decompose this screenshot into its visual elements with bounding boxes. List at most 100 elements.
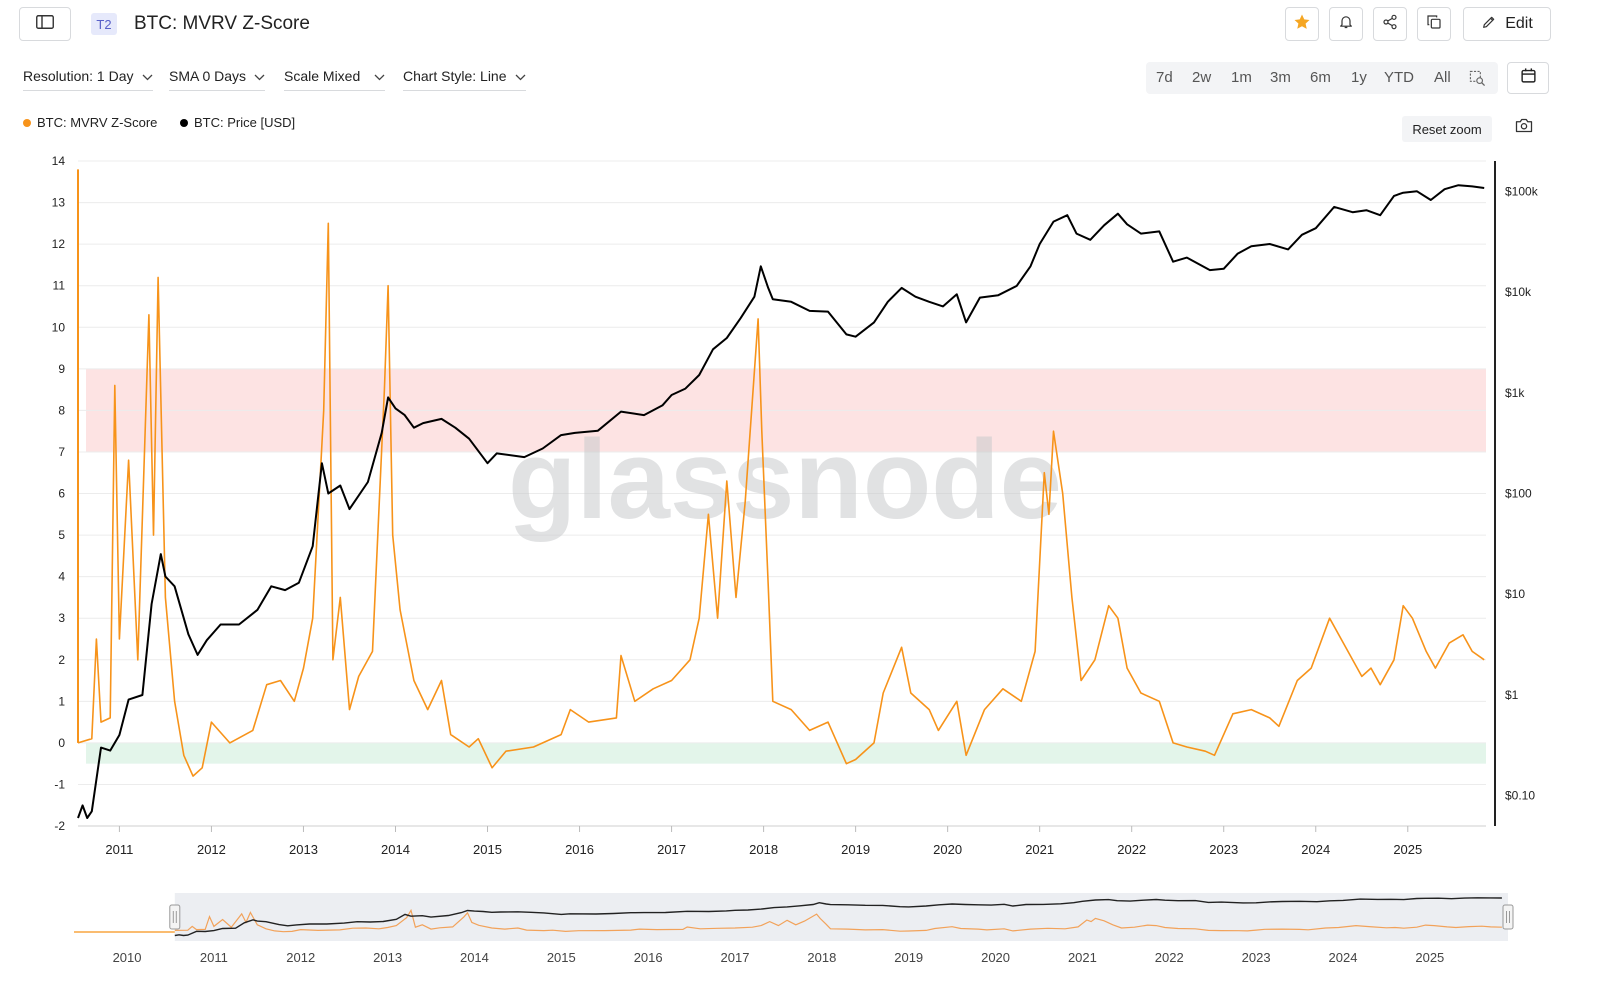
right-tick-label: $10k: [1505, 285, 1532, 299]
alert-button[interactable]: [1329, 7, 1363, 41]
right-tick-label: $0.10: [1505, 789, 1535, 803]
right-tick-label: $1k: [1505, 386, 1525, 400]
right-tick-label: $1: [1505, 688, 1519, 702]
x-tick-label: 2025: [1393, 842, 1422, 857]
camera-icon[interactable]: [1515, 118, 1533, 138]
share-button[interactable]: [1373, 7, 1407, 41]
left-tick-label: 14: [52, 154, 66, 168]
navigator-selection[interactable]: [174, 893, 1509, 941]
date-range-button[interactable]: [1507, 62, 1549, 94]
share-icon: [1382, 14, 1398, 35]
navigator-price-line: [174, 897, 1502, 937]
range-3m[interactable]: 3m: [1270, 69, 1291, 86]
overvalued-band: [86, 368, 1486, 452]
chart-style-label: Chart Style: Line: [403, 68, 507, 84]
legend-marker-zscore: [23, 118, 31, 127]
navigator-tick-label: 2014: [460, 950, 489, 965]
header-bar: T2 BTC: MVRV Z-Score Edit: [0, 0, 1600, 52]
left-tick-label: 6: [58, 487, 65, 501]
x-tick-label: 2024: [1301, 842, 1330, 857]
chart-style-dropdown[interactable]: Chart Style: Line: [403, 68, 526, 91]
left-tick-label: 10: [52, 320, 66, 334]
left-tick-label: 1: [58, 694, 65, 708]
zoom-select-icon[interactable]: [1469, 70, 1486, 92]
x-tick-label: 2011: [105, 842, 133, 857]
page-title: BTC: MVRV Z-Score: [134, 13, 310, 34]
x-tick-label: 2012: [197, 842, 226, 857]
zscore-series-line: [77, 222, 1485, 777]
navigator-tick-label: 2022: [1155, 950, 1184, 965]
navigator-tick-label: 2018: [807, 950, 836, 965]
navigator-tick-label: 2025: [1415, 950, 1444, 965]
chevron-down-icon: [515, 68, 526, 84]
tier-badge: T2: [91, 13, 117, 35]
range-all[interactable]: All: [1434, 69, 1451, 86]
x-tick-label: 2020: [933, 842, 962, 857]
legend-item-zscore[interactable]: BTC: MVRV Z-Score: [23, 115, 157, 130]
scale-label: Scale Mixed: [284, 68, 361, 84]
chevron-down-icon: [254, 68, 265, 84]
sidebar-toggle-button[interactable]: [19, 7, 71, 41]
edit-button[interactable]: Edit: [1463, 7, 1551, 41]
left-tick-label: 12: [52, 237, 66, 251]
navigator-tick-label: 2020: [981, 950, 1010, 965]
navigator-zscore-line: [174, 908, 1502, 933]
favorite-button[interactable]: [1285, 7, 1319, 41]
left-tick-label: -2: [54, 819, 65, 833]
navigator-tick-label: 2024: [1329, 950, 1358, 965]
navigator-tick-label: 2012: [286, 950, 315, 965]
x-tick-label: 2019: [841, 842, 870, 857]
resolution-dropdown[interactable]: Resolution: 1 Day: [23, 68, 153, 91]
chevron-down-icon: [142, 68, 153, 84]
range-1y[interactable]: 1y: [1351, 69, 1367, 86]
chart-toolbar: Resolution: 1 Day SMA 0 Days Scale Mixed…: [0, 62, 1600, 94]
left-tick-label: 0: [58, 736, 65, 750]
price-series-line: [77, 184, 1485, 819]
reset-zoom-button[interactable]: Reset zoom: [1402, 116, 1492, 142]
navigator-handle-left[interactable]: [169, 904, 181, 930]
resolution-label: Resolution: 1 Day: [23, 68, 134, 84]
duplicate-button[interactable]: [1417, 7, 1451, 41]
range-2w[interactable]: 2w: [1192, 69, 1212, 86]
undervalued-band: [86, 742, 1486, 764]
navigator-tick-label: 2011: [200, 950, 228, 965]
x-tick-label: 2014: [381, 842, 410, 857]
chevron-down-icon: [374, 68, 385, 84]
right-tick-label: $100k: [1505, 184, 1539, 198]
x-tick-label: 2015: [473, 842, 502, 857]
right-tick-label: $10: [1505, 587, 1525, 601]
range-1m[interactable]: 1m: [1231, 69, 1252, 86]
time-range-selector: 7d 2w 1m 3m 6m 1y YTD All: [1146, 62, 1498, 94]
left-tick-label: 9: [58, 362, 65, 376]
scale-dropdown[interactable]: Scale Mixed: [284, 68, 386, 91]
x-tick-label: 2022: [1117, 842, 1146, 857]
range-7d[interactable]: 7d: [1156, 69, 1173, 86]
legend-marker-price: [180, 118, 188, 127]
left-tick-label: 5: [58, 528, 65, 542]
left-tick-label: 7: [58, 445, 65, 459]
navigator-tick-label: 2017: [721, 950, 750, 965]
legend-label-zscore: BTC: MVRV Z-Score: [37, 115, 158, 130]
range-6m[interactable]: 6m: [1310, 69, 1331, 86]
x-tick-label: 2016: [565, 842, 594, 857]
legend-label-price: BTC: Price [USD]: [194, 115, 296, 130]
sidebar-icon: [36, 14, 54, 34]
x-tick-label: 2017: [657, 842, 686, 857]
legend-item-price[interactable]: BTC: Price [USD]: [180, 115, 295, 130]
star-icon: [1293, 13, 1311, 36]
edit-label: Edit: [1505, 15, 1533, 32]
left-tick-label: 2: [58, 653, 65, 667]
copy-icon: [1426, 14, 1442, 35]
x-tick-label: 2023: [1209, 842, 1238, 857]
navigator-handle-right[interactable]: [1502, 904, 1514, 930]
range-ytd[interactable]: YTD: [1384, 69, 1414, 86]
left-tick-label: 13: [52, 196, 66, 210]
sma-label: SMA 0 Days: [169, 68, 247, 84]
calendar-icon: [1520, 67, 1537, 89]
pencil-icon: [1481, 14, 1497, 35]
navigator-tick-label: 2016: [634, 950, 663, 965]
bell-icon: [1338, 13, 1354, 35]
sma-dropdown[interactable]: SMA 0 Days: [169, 68, 266, 91]
navigator-tick-label: 2021: [1068, 950, 1097, 965]
